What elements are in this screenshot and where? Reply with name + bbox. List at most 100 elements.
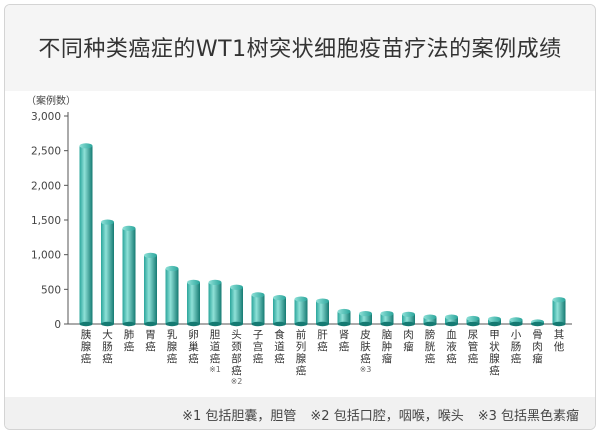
category-label: 肉瘤 [403,328,414,353]
title-band: 不同种类癌症的WT1树突状细胞疫苗疗法的案例成绩 [5,5,595,91]
bar [423,314,437,327]
bar-cap [509,317,523,323]
bar-body [445,317,458,324]
bar-base [552,321,566,327]
bar [165,265,179,327]
category-label: 子宫癌 [253,329,264,365]
bar-base [294,321,308,327]
bar-base [488,321,501,327]
bar [101,219,114,327]
bar [337,308,351,327]
bar-base [187,321,200,327]
bar [445,314,458,327]
category-label: 胰腺癌 [81,328,92,365]
category-label: 食道癌 [274,328,285,365]
y-axis-unit-label: （案例数） [26,94,76,107]
category-label: 胆道癌 [210,329,221,365]
category-label: 头颈部癌 [231,329,242,377]
y-tick-label: 1,500 [31,215,61,227]
category-label: 乳腺癌 [167,328,178,365]
bar [359,311,372,327]
category-label: 卵巢癌 [188,329,199,365]
y-tick-label: 2,000 [31,180,61,192]
bar-cap [380,311,394,317]
bars [79,143,566,327]
category-label: 骨肉瘤 [532,329,543,365]
bar-body [552,299,566,324]
bar [380,311,394,327]
bar-base [230,321,243,327]
y-tick-label: 3,000 [31,111,61,123]
bar-cap [445,314,458,320]
category-note: ※3 [360,365,372,374]
bar [402,311,415,327]
bar-cap [208,279,222,285]
category-label: 肾癌 [339,329,350,353]
bar-body [380,313,394,324]
bar [531,319,544,327]
footnote-1: ※1 包括胆囊，胆管 [182,409,297,424]
category-note: ※1 [209,365,221,374]
bar-cap [402,311,415,317]
bar-body [230,287,243,324]
bar [251,292,265,327]
bar-cap [230,284,243,290]
bar-cap [466,315,480,322]
y-tick-label: 0 [54,319,61,331]
category-note: ※2 [231,377,243,386]
bar-base [122,321,136,327]
category-label: 膀胱癌 [425,328,436,365]
bar-cap [294,296,308,302]
bar-body [208,282,222,324]
bar [144,252,157,327]
bar-body [316,301,329,324]
category-label: 脑肿瘤 [382,328,393,365]
category-label: 甲状腺癌 [489,329,500,377]
bar-body [294,299,308,324]
bar-base [316,321,329,327]
category-label: 皮肤癌 [360,328,371,365]
bar [230,284,243,327]
bar-base [359,321,372,327]
y-tick-label: 1,000 [31,250,61,262]
category-label: 前列腺癌 [296,328,307,377]
bar-cap [552,297,566,303]
footnotes: ※1 包括胆囊，胆管 ※2 包括口腔，咽喉，喉头 ※3 包括黑色素瘤 [168,405,579,424]
bar-base [273,321,286,327]
bar-cap [423,314,437,320]
bar [509,317,523,327]
bar-body [144,255,157,324]
bar-cap [359,311,372,317]
bar-base [509,321,523,327]
bar-cap [165,265,179,272]
bar-base [445,321,458,327]
category-label: 小肠癌 [511,329,522,365]
bar-body [79,145,93,324]
category-label: 肝癌 [317,329,328,353]
bar-body [402,314,415,324]
bar-body [337,311,351,324]
bar-body [466,318,480,324]
bar [316,298,329,327]
y-tick-label: 500 [41,284,61,296]
bar [122,225,136,327]
bar-cap [187,279,200,285]
bar-base [101,321,114,327]
bar-base [79,321,93,327]
bar-body [359,313,372,324]
bar-cap [144,252,157,258]
footnote-2: ※2 包括口腔，咽喉，喉头 [310,409,464,424]
bar-base [251,321,265,327]
bar-cap [251,292,265,298]
bar-body [122,228,136,324]
bar [187,279,200,327]
bar-body [423,317,437,324]
bar-body [273,297,286,324]
category-label: 肺癌 [124,329,135,353]
bar [552,297,566,327]
bar-cap [488,316,501,322]
bar [79,143,93,327]
chart-title: 不同种类癌症的WT1树突状细胞疫苗疗法的案例成绩 [38,37,562,62]
